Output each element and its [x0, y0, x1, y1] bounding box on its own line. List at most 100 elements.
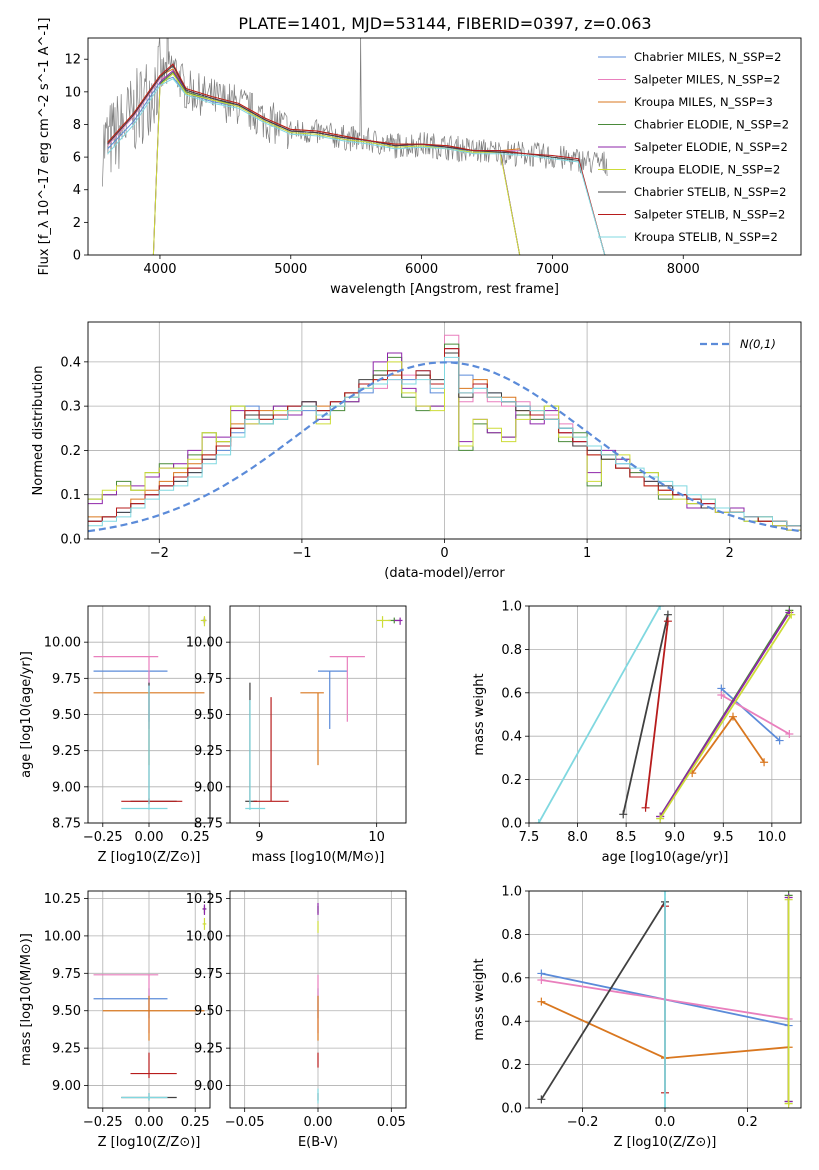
x-tick-label: 8000 [667, 262, 700, 277]
y-tick-label: 1.0 [501, 600, 522, 615]
y-tick-label: 10.00 [186, 636, 223, 651]
weight-marker-chabrier_stelib [537, 1095, 546, 1104]
weight-marker-kroupa_stelib [661, 891, 669, 895]
y-tick-label: 0.4 [501, 1015, 522, 1030]
y-tick-label: 0.3 [60, 400, 81, 415]
y-tick-label: 0.6 [501, 686, 522, 701]
y-tick-label: 0.0 [60, 533, 81, 548]
axes-frame [528, 890, 802, 1109]
x-tick-label: 7.5 [519, 830, 540, 845]
y-tick-label: 10.00 [186, 929, 223, 944]
hist-kroupa_stelib [88, 356, 801, 527]
weight-line-salpeter_miles [720, 694, 790, 735]
weight-marker-salpeter_stelib [641, 803, 650, 812]
legend-label: Kroupa STELIB, N_SSP=2 [634, 230, 778, 244]
x-tick-label: 0.00 [135, 1115, 164, 1130]
x-tick-label: 0 [440, 546, 448, 561]
weight-marker-kroupa_elodie [656, 814, 665, 823]
panel-spectrum: 4000 5000 6000 7000 8000 0 2 4 6 8 10 12 wavelength … [37, 18, 802, 297]
y-axis-label: age [log10(age/yr)] [19, 651, 34, 778]
y-tick-label: 0.2 [60, 444, 81, 459]
y-tick-label: 0 [73, 249, 81, 264]
axes-frame [528, 605, 802, 824]
legend-label: N(0,1) [740, 337, 776, 351]
weight-marker-kroupa_miles [729, 712, 737, 721]
x-tick-label: −0.05 [225, 1115, 265, 1130]
model-line-salpeter_stelib [107, 63, 606, 255]
weight-marker-kroupa_elodie [787, 610, 796, 619]
y-tick-label: 12 [64, 53, 81, 68]
x-tick-label: 0.2 [737, 1115, 758, 1130]
y-tick-label: 8.75 [52, 817, 81, 832]
x-tick-label: −0.25 [83, 830, 123, 845]
axes-frame [229, 890, 407, 1109]
y-tick-label: 0.2 [501, 1058, 522, 1073]
y-tick-label: 8 [73, 118, 81, 133]
panel-mass_vs_ebv: −0.05 0.00 0.05 9.00 9.25 9.50 9.75 10.00 10.25 E… [186, 890, 407, 1150]
weight-marker-chabrier_miles [775, 736, 784, 745]
legend: Chabrier MILES, N_SSP=2 Salpeter MILES, N… [598, 50, 789, 244]
y-tick-label: 9.50 [52, 1004, 81, 1019]
data-spectrum [102, 38, 608, 187]
x-axis-label: (data-model)/error [384, 566, 505, 581]
weight-line-kroupa_stelib [537, 606, 661, 823]
y-tick-label: 2 [73, 216, 81, 231]
y-tick-label: 9.00 [52, 1079, 81, 1094]
weight-marker-salpeter_miles [717, 690, 726, 699]
y-tick-label: 9.00 [194, 1079, 223, 1094]
legend-label: Salpeter ELODIE, N_SSP=2 [634, 140, 788, 154]
weight-marker-kroupa_miles [760, 758, 769, 767]
plot-area [93, 616, 207, 810]
x-axis-label: wavelength [Angstrom, rest frame] [330, 282, 559, 297]
x-axis-label: Z [log10(Z/Z⊙)] [614, 1135, 717, 1150]
x-tick-label: 0.05 [377, 1115, 406, 1130]
y-tick-label: 0.1 [60, 488, 81, 503]
x-tick-label: 8.0 [567, 830, 588, 845]
y-axis-label: mass weight [472, 958, 487, 1040]
y-tick-label: 9.25 [194, 1042, 223, 1057]
x-tick-label: 0.25 [181, 1115, 210, 1130]
weight-marker-chabrier_stelib [619, 810, 628, 819]
weight-marker-salpeter_stelib [663, 617, 672, 626]
axes-frame [87, 605, 211, 824]
y-tick-label: 0.4 [60, 355, 81, 370]
y-tick-label: 0.0 [501, 817, 522, 832]
weight-marker-kroupa_elodie [784, 895, 793, 904]
y-tick-label: 10.25 [44, 892, 81, 907]
panel-weight_vs_Z: −0.2 0.0 0.2 0.0 0.2 0.4 0.6 0.8 1.0 Z [log10(Z/Z… [472, 885, 802, 1150]
weight-line-chabrier_stelib [540, 901, 666, 1100]
legend-label: Kroupa MILES, N_SSP=3 [634, 95, 773, 109]
y-tick-label: 9.25 [52, 1042, 81, 1057]
x-tick-label: 9.5 [713, 830, 734, 845]
y-tick-label: 1.0 [501, 885, 522, 900]
weight-marker-kroupa_miles [537, 997, 546, 1006]
weight-marker-kroupa_stelib [534, 819, 543, 823]
plot-area [534, 606, 796, 823]
y-tick-label: 10.00 [44, 636, 81, 651]
x-tick-label: 0.00 [135, 830, 164, 845]
y-tick-label: 9.00 [52, 780, 81, 795]
weight-marker-salpeter_miles [785, 730, 794, 739]
x-tick-label: 9 [255, 830, 263, 845]
x-tick-label: −1 [292, 546, 311, 561]
model-line-kroupa_stelib [107, 78, 606, 255]
x-axis-label: Z [log10(Z/Z⊙)] [98, 1135, 201, 1150]
y-axis-label: mass [log10(M/M⊙)] [19, 933, 34, 1066]
y-axis-label: mass weight [472, 673, 487, 755]
weight-line-chabrier_stelib [622, 614, 669, 815]
x-tick-label: −2 [150, 546, 169, 561]
y-tick-label: 9.75 [194, 672, 223, 687]
weight-line-salpeter_stelib [644, 621, 669, 808]
plot-area [88, 334, 801, 533]
x-tick-label: 0.25 [181, 830, 210, 845]
y-tick-label: 9.50 [52, 708, 81, 723]
y-tick-label: 9.50 [194, 1004, 223, 1019]
y-tick-label: 9.00 [194, 780, 223, 795]
y-tick-label: 0.8 [501, 643, 522, 658]
panel-residuals: −2 −1 0 1 2 0.0 0.1 0.2 0.3 0.4 (data-model)/error… [31, 321, 802, 581]
x-axis-label: Z [log10(Z/Z⊙)] [98, 850, 201, 865]
panel-weight_vs_age: 7.5 8.0 8.5 9.0 9.5 10.0 0.0 0.2 0.4 0.6 0.8 1.0 age… [472, 600, 802, 865]
x-tick-label: 2 [726, 546, 734, 561]
y-tick-label: 9.25 [52, 744, 81, 759]
x-tick-label: −0.2 [567, 1115, 599, 1130]
